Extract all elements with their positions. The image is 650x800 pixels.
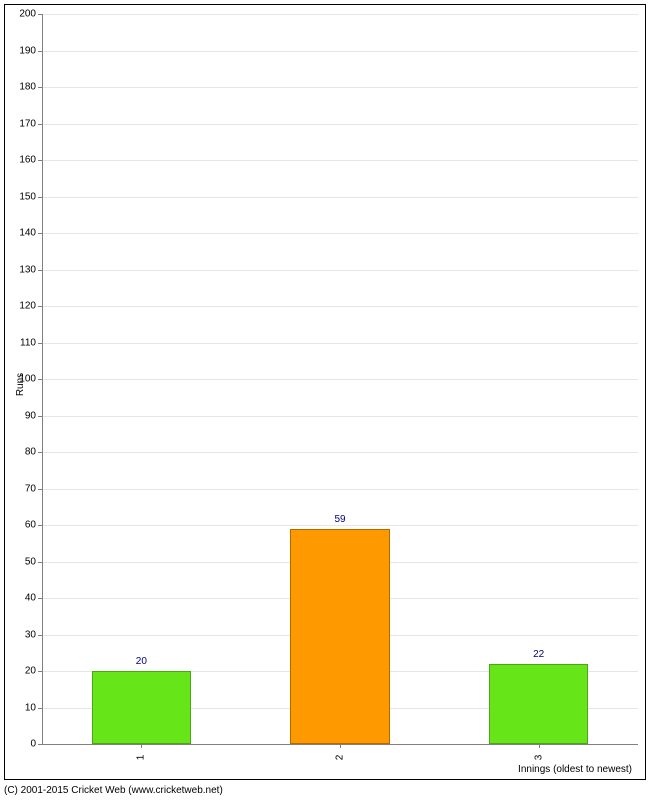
y-tick-label: 200 xyxy=(19,9,36,20)
y-tick-label: 50 xyxy=(25,556,36,567)
gridline xyxy=(42,197,638,198)
x-tick-mark xyxy=(141,744,142,748)
y-tick-label: 90 xyxy=(25,410,36,421)
gridline xyxy=(42,452,638,453)
x-tick-label: 1 xyxy=(136,755,147,761)
bar-value-label: 59 xyxy=(334,514,345,525)
y-tick-label: 180 xyxy=(19,82,36,93)
x-tick-mark xyxy=(539,744,540,748)
bar-value-label: 20 xyxy=(136,656,147,667)
gridline xyxy=(42,525,638,526)
bar-value-label: 22 xyxy=(533,649,544,660)
y-tick-label: 80 xyxy=(25,447,36,458)
y-tick-label: 140 xyxy=(19,228,36,239)
bar xyxy=(489,664,588,744)
y-tick-label: 160 xyxy=(19,155,36,166)
x-tick-label: 3 xyxy=(533,755,544,761)
y-tick-label: 150 xyxy=(19,191,36,202)
gridline xyxy=(42,87,638,88)
gridline xyxy=(42,306,638,307)
bar xyxy=(290,529,389,744)
gridline xyxy=(42,270,638,271)
gridline xyxy=(42,14,638,15)
gridline xyxy=(42,124,638,125)
gridline xyxy=(42,489,638,490)
plot-area: 0102030405060708090100110120130140150160… xyxy=(42,14,638,744)
y-tick-label: 70 xyxy=(25,483,36,494)
gridline xyxy=(42,160,638,161)
y-tick-label: 170 xyxy=(19,118,36,129)
y-tick-label: 0 xyxy=(30,739,36,750)
x-axis-label: Innings (oldest to newest) xyxy=(518,764,632,775)
y-tick-label: 190 xyxy=(19,45,36,56)
y-tick-label: 130 xyxy=(19,264,36,275)
gridline xyxy=(42,379,638,380)
y-tick-label: 10 xyxy=(25,702,36,713)
y-tick-label: 120 xyxy=(19,301,36,312)
chart-container: 0102030405060708090100110120130140150160… xyxy=(0,0,650,800)
y-tick-label: 40 xyxy=(25,593,36,604)
x-tick-label: 2 xyxy=(335,755,346,761)
gridline xyxy=(42,416,638,417)
gridline xyxy=(42,51,638,52)
gridline xyxy=(42,233,638,234)
y-tick-label: 20 xyxy=(25,666,36,677)
y-tick-label: 30 xyxy=(25,629,36,640)
x-tick-mark xyxy=(340,744,341,748)
gridline xyxy=(42,343,638,344)
copyright-text: (C) 2001-2015 Cricket Web (www.cricketwe… xyxy=(4,785,223,796)
y-axis-line xyxy=(42,14,43,744)
bar xyxy=(92,671,191,744)
y-tick-label: 60 xyxy=(25,520,36,531)
y-tick-label: 110 xyxy=(20,337,36,348)
y-axis-label: Runs xyxy=(15,373,26,396)
